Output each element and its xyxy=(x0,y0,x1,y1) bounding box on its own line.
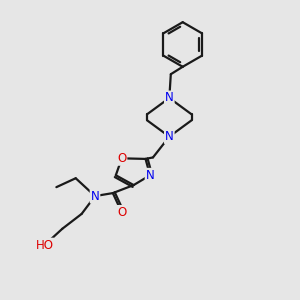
Text: O: O xyxy=(117,206,126,219)
Text: O: O xyxy=(117,152,126,165)
Text: N: N xyxy=(165,130,174,143)
Text: N: N xyxy=(146,169,154,182)
Text: N: N xyxy=(165,92,174,104)
Text: HO: HO xyxy=(35,238,53,252)
Text: N: N xyxy=(91,190,99,202)
